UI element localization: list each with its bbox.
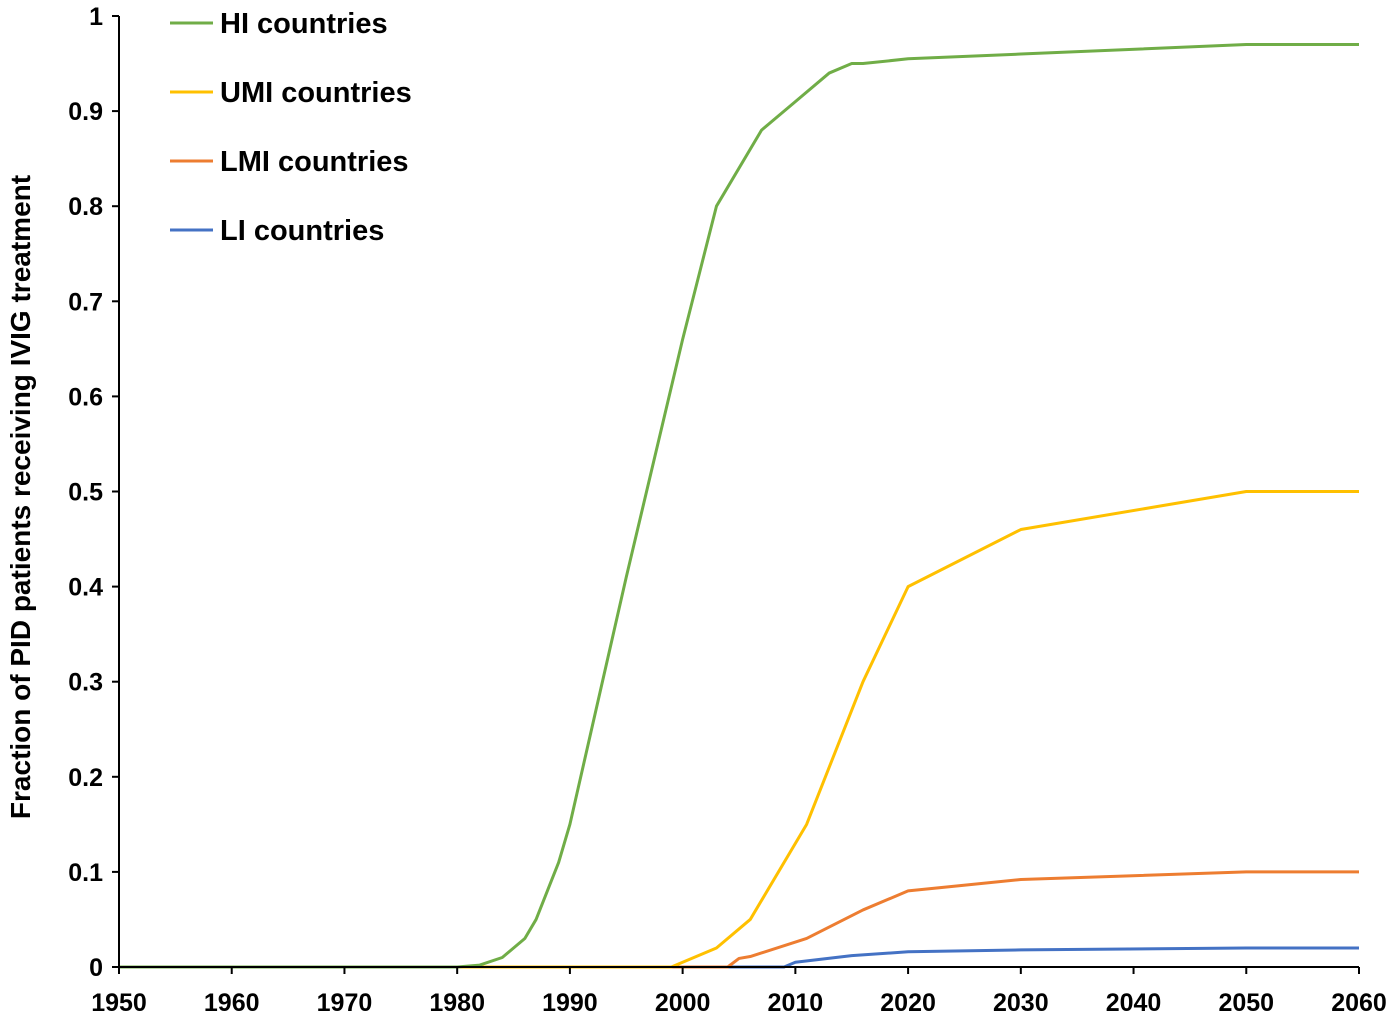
x-tick-label: 2010 <box>768 989 824 1017</box>
x-tick-label: 2030 <box>993 989 1049 1017</box>
y-tick-label: 0.2 <box>68 764 103 792</box>
series-layer <box>119 43 1359 969</box>
y-tick-label: 0.8 <box>68 193 103 221</box>
series-line-lmi <box>119 870 1359 969</box>
x-tick-label: 2050 <box>1218 989 1274 1017</box>
x-tick-label: 2020 <box>880 989 936 1017</box>
y-tick-label: 0.7 <box>68 288 103 316</box>
y-tick-label: 0.9 <box>68 98 103 126</box>
y-tick-label: 0.5 <box>68 479 103 507</box>
x-tick-label: 2060 <box>1331 989 1387 1017</box>
legend-label: UMI countries <box>220 77 412 109</box>
series-line-hi <box>119 43 1359 969</box>
legend: HI countries UMI countries LMI countries LI… <box>170 8 412 247</box>
y-tick-label: 0 <box>89 954 103 982</box>
y-tick-label: 0.6 <box>68 383 103 411</box>
y-tick-label: 0.3 <box>68 669 103 697</box>
x-tick-label: 1990 <box>542 989 598 1017</box>
x-tick-label: 1960 <box>204 989 260 1017</box>
x-tick-label: 2040 <box>1106 989 1162 1017</box>
x-tick-label: 1980 <box>429 989 485 1017</box>
legend-label: LI countries <box>220 215 384 247</box>
x-tick-label: 2000 <box>655 989 711 1017</box>
ticks-layer: 1950 1960 1970 1980 1990 2000 2010 2020 2030 2040… <box>68 3 1387 1017</box>
series-line-umi <box>119 490 1359 969</box>
y-tick-label: 1 <box>89 3 103 31</box>
x-tick-label: 1950 <box>91 989 147 1017</box>
legend-label: HI countries <box>220 8 388 40</box>
y-axis-title: Fraction of PID patients receiving IVIG … <box>5 175 36 819</box>
x-tick-label: 1970 <box>317 989 373 1017</box>
legend-label: LMI countries <box>220 146 409 178</box>
y-tick-label: 0.4 <box>68 574 103 602</box>
y-tick-label: 0.1 <box>68 859 103 887</box>
